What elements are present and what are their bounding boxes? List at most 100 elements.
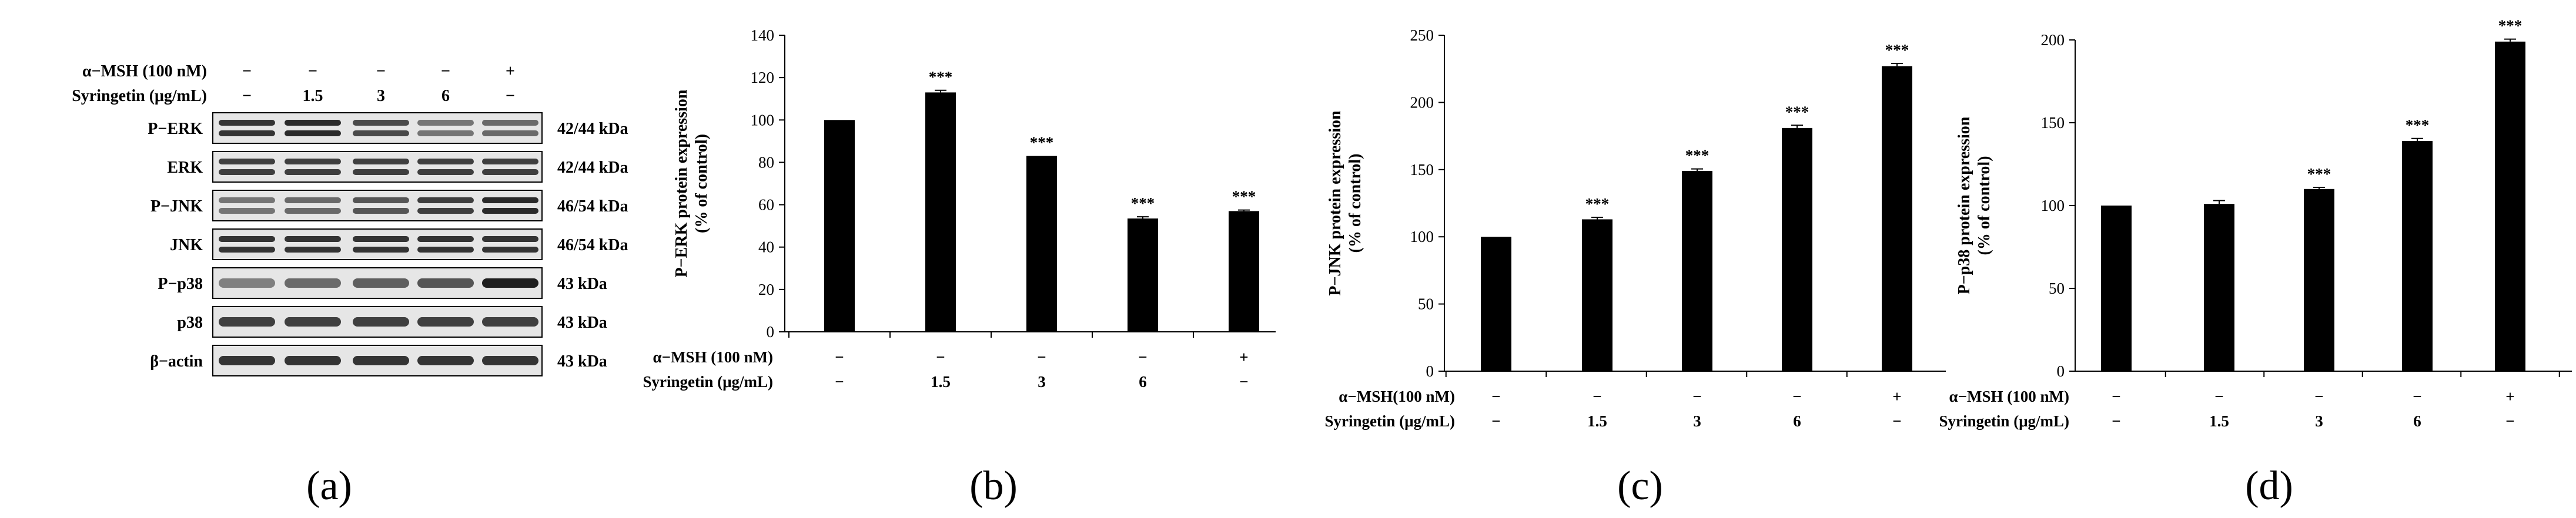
blot-band (353, 169, 409, 175)
panel-label: (d) (2245, 463, 2293, 509)
blot-band (482, 197, 538, 203)
panel-d-chart: 0 50 100 150 200 P−p38 protein expression (% o… (1939, 17, 2572, 509)
y-tick-label: 100 (751, 111, 775, 129)
blot-band (353, 208, 409, 214)
blot-band (417, 247, 474, 253)
treatment-label: α−MSH (100 nM) (1949, 388, 2069, 405)
blot-size-label: 42/44 kDa (557, 159, 628, 177)
significance-mark: *** (2406, 116, 2430, 134)
blot-band (482, 169, 538, 175)
blot-band (353, 120, 409, 126)
treatment-value: − (2112, 412, 2120, 430)
treatment-value: + (506, 62, 515, 80)
y-tick-label: 20 (758, 281, 774, 298)
bar (1882, 66, 1912, 371)
blot-protein-label: JNK (170, 236, 203, 254)
blot-band (219, 169, 275, 175)
treatment-value: − (1138, 348, 1147, 366)
treatment-value: − (242, 62, 252, 80)
blot-membrane (212, 112, 543, 144)
treatment-label: α−MSH(100 nM) (1339, 388, 1455, 405)
y-axis-subtitle: (% of control) (692, 134, 711, 233)
bar (1481, 237, 1511, 371)
treatment-value: 3 (1038, 373, 1046, 391)
treatment-value: 1.5 (931, 373, 951, 391)
blot-band (482, 356, 538, 365)
treatment-value: − (2214, 388, 2223, 405)
treatment-value: 6 (1139, 373, 1147, 391)
treatment-value: − (1692, 388, 1701, 405)
y-tick-label: 120 (751, 69, 775, 86)
panel-label: (a) (306, 463, 352, 509)
y-axis-title: P−JNK protein expression (1326, 110, 1344, 296)
treatment-value: − (2413, 388, 2421, 405)
significance-mark: *** (929, 68, 953, 86)
bar (1026, 156, 1057, 332)
treatment-value: − (1491, 388, 1500, 405)
treatment-value: − (1239, 373, 1248, 391)
blot-size-label: 46/54 kDa (557, 236, 628, 254)
blot-band (285, 247, 341, 253)
treatment-value: + (1892, 388, 1901, 405)
blot-band (482, 159, 538, 164)
blot-row: P−p38 43 kDa (158, 267, 607, 299)
blot-band (353, 356, 409, 365)
blot-band (353, 236, 409, 242)
blot-band (219, 247, 275, 253)
blot-size-label: 43 kDa (557, 275, 607, 293)
bar (1782, 127, 1812, 371)
y-tick-label: 0 (767, 323, 775, 341)
blot-protein-label: P−p38 (158, 275, 203, 293)
blot-protein-label: p38 (177, 314, 203, 332)
blot-size-label: 46/54 kDa (557, 197, 628, 216)
treatment-value: − (1491, 412, 1500, 430)
treatment-value: − (835, 348, 844, 366)
y-tick-label: 0 (2057, 362, 2065, 380)
blot-band (417, 278, 474, 288)
y-tick-label: 150 (2041, 114, 2065, 132)
treatment-label: α−MSH (100 nM) (653, 348, 773, 366)
bar (1582, 219, 1612, 371)
blot-band (417, 159, 474, 164)
blot-band (353, 159, 409, 164)
blot-band (285, 130, 341, 136)
treatment-value: − (376, 62, 386, 80)
treatment-value: − (1892, 412, 1901, 430)
blot-band (353, 317, 409, 327)
y-tick-label: 40 (758, 238, 774, 256)
bar (2402, 141, 2433, 371)
treatment-value: − (1037, 348, 1046, 366)
blot-band (353, 130, 409, 136)
significance-mark: *** (1685, 147, 1709, 164)
panel-b-chart: 0 20 40 60 80 100 120 140 P−ERK protein expressi… (643, 26, 1276, 509)
blot-band (417, 356, 474, 365)
blot-membrane (212, 228, 543, 260)
significance-mark: *** (1585, 195, 1610, 213)
blot-band (353, 278, 409, 288)
y-axis-subtitle: (% of control) (1975, 156, 1993, 255)
significance-mark: *** (1030, 134, 1054, 152)
significance-mark: *** (1785, 103, 1809, 120)
treatment-value: − (1792, 388, 1801, 405)
bar (2304, 189, 2334, 371)
y-tick-label: 150 (1410, 161, 1434, 179)
treatment-label: α−MSH (100 nM) (82, 62, 207, 80)
blot-band (285, 278, 341, 288)
treatment-value: 1.5 (1587, 412, 1607, 430)
treatment-value: 6 (441, 87, 450, 105)
blot-band (219, 208, 275, 214)
treatment-label: Syringetin (μg/mL) (643, 373, 773, 391)
treatment-value: − (308, 62, 317, 80)
blot-band (482, 247, 538, 253)
blot-band (285, 120, 341, 126)
y-axis-title: P−p38 protein expression (1955, 116, 1973, 294)
blot-row: p38 43 kDa (177, 306, 607, 338)
blot-row: P−ERK 42/44 kDa (148, 112, 628, 144)
treatment-value: − (2505, 412, 2514, 430)
blot-band (417, 120, 474, 126)
significance-mark: *** (1232, 188, 1256, 206)
treatment-label: Syringetin (μg/mL) (1324, 412, 1455, 430)
blot-size-label: 43 kDa (557, 314, 607, 332)
blot-band (417, 317, 474, 327)
treatment-value: − (506, 87, 515, 105)
